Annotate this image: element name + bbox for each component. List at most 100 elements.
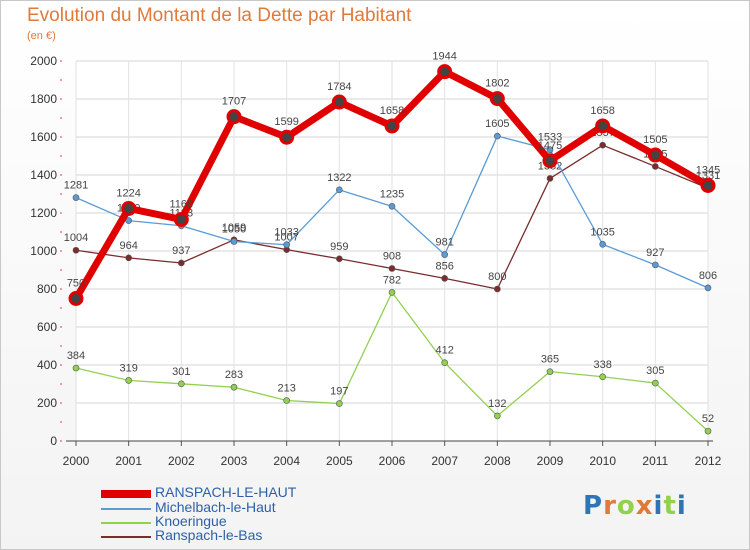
y-tick-label: 1400 <box>30 168 57 182</box>
data-label: 800 <box>488 271 506 283</box>
data-label: 1059 <box>222 222 246 234</box>
x-tick-label: 2000 <box>63 454 90 468</box>
series-ranspach-le-haut: 7501224116617071599178416581944180214751… <box>67 51 720 306</box>
data-label: 1007 <box>274 232 298 244</box>
brand-letter: o <box>616 491 636 521</box>
data-point <box>489 91 505 107</box>
x-tick-label: 2012 <box>695 454 722 468</box>
x-tick-label: 2011 <box>642 454 668 468</box>
data-point <box>494 412 501 420</box>
y-tick-label: 800 <box>37 282 57 296</box>
data-point <box>704 427 712 435</box>
data-label: 301 <box>172 366 190 378</box>
legend-swatch <box>101 536 151 538</box>
legend-swatch <box>101 522 151 524</box>
x-tick-label: 2007 <box>431 454 458 468</box>
data-point <box>652 261 659 269</box>
data-point <box>230 383 238 391</box>
data-label: 856 <box>435 260 453 272</box>
data-point <box>599 141 606 149</box>
data-point <box>336 255 343 263</box>
data-label: 1281 <box>64 180 88 192</box>
data-label: 908 <box>383 250 401 262</box>
data-point <box>494 132 501 140</box>
data-point <box>336 400 343 407</box>
brand-letter: i <box>676 491 687 521</box>
data-label: 927 <box>646 247 664 259</box>
data-label: 1533 <box>538 132 562 144</box>
legend-label: Ranspach-le-Bas <box>155 527 263 543</box>
data-point <box>173 211 189 227</box>
x-tick-label: 2010 <box>589 454 616 468</box>
y-tick-label: 1000 <box>30 244 57 258</box>
data-label: 1166 <box>170 198 194 210</box>
data-point <box>125 254 132 262</box>
data-point <box>546 368 554 375</box>
x-tick-label: 2009 <box>537 454 564 468</box>
data-point <box>121 200 137 216</box>
data-label: 964 <box>119 240 137 252</box>
legend-label: Knoeringue <box>155 513 227 529</box>
legend-label: RANSPACH-LE-HAUT <box>155 484 297 500</box>
y-tick-label: 1200 <box>30 206 57 220</box>
data-point <box>599 241 606 248</box>
data-point <box>336 186 343 194</box>
data-point <box>441 251 448 258</box>
series-knoeringue: 384 319 301 283 213 197 782 412 132 365 338 305 52 <box>67 274 714 435</box>
data-point <box>230 238 238 245</box>
data-point <box>546 175 554 182</box>
data-label: 750 <box>67 278 85 290</box>
y-tick-label: 400 <box>37 358 57 372</box>
x-tick-label: 2005 <box>326 454 353 468</box>
brand-letter: i <box>653 491 664 521</box>
data-label: 1784 <box>327 81 351 93</box>
data-point <box>72 194 80 201</box>
data-label: 52 <box>702 413 714 425</box>
brand-letter: P <box>583 491 604 521</box>
x-tick-label: 2004 <box>273 454 300 468</box>
data-label: 1004 <box>64 232 88 244</box>
data-label: 1802 <box>485 78 509 90</box>
legend-label: Michelbach-le-Haut <box>155 499 276 515</box>
data-point <box>652 379 659 387</box>
x-tick-label: 2008 <box>484 454 511 468</box>
data-point <box>388 289 396 296</box>
data-label: 197 <box>330 386 348 398</box>
x-tick-label: 2002 <box>168 454 195 468</box>
brand-logo: Proxiti <box>583 491 687 521</box>
data-point <box>494 285 501 293</box>
data-point <box>388 203 396 210</box>
y-tick-label: 600 <box>37 320 57 334</box>
y-tick-label: 0 <box>50 434 57 448</box>
data-point <box>178 380 185 388</box>
data-point <box>283 241 290 249</box>
data-label: 365 <box>541 354 559 366</box>
data-label: 1033 <box>274 227 298 239</box>
data-label: 1345 <box>696 164 720 176</box>
data-label: 981 <box>435 237 453 249</box>
data-label: 1035 <box>590 226 614 238</box>
data-label: 338 <box>593 359 611 371</box>
data-point <box>178 259 185 267</box>
data-point <box>437 64 453 80</box>
y-tick-label: 200 <box>37 396 57 410</box>
y-tick-label: 2000 <box>30 54 57 68</box>
data-label: 1224 <box>116 187 140 199</box>
data-label: 384 <box>67 350 85 362</box>
data-point <box>283 397 290 404</box>
data-label: 937 <box>172 245 190 257</box>
data-label: 806 <box>699 270 717 282</box>
data-label: 1658 <box>380 105 404 117</box>
data-point <box>652 163 659 170</box>
chart-subtitle: (en €) <box>27 30 56 42</box>
chart-title: Evolution du Montant de la Dette par Hab… <box>27 5 412 26</box>
brand-letter: r <box>603 491 617 521</box>
data-label: 1658 <box>590 105 614 117</box>
data-label: 1475 <box>538 140 562 152</box>
data-point <box>384 118 400 134</box>
data-label: 1235 <box>380 188 404 200</box>
data-point <box>542 153 558 169</box>
data-point <box>388 265 396 272</box>
